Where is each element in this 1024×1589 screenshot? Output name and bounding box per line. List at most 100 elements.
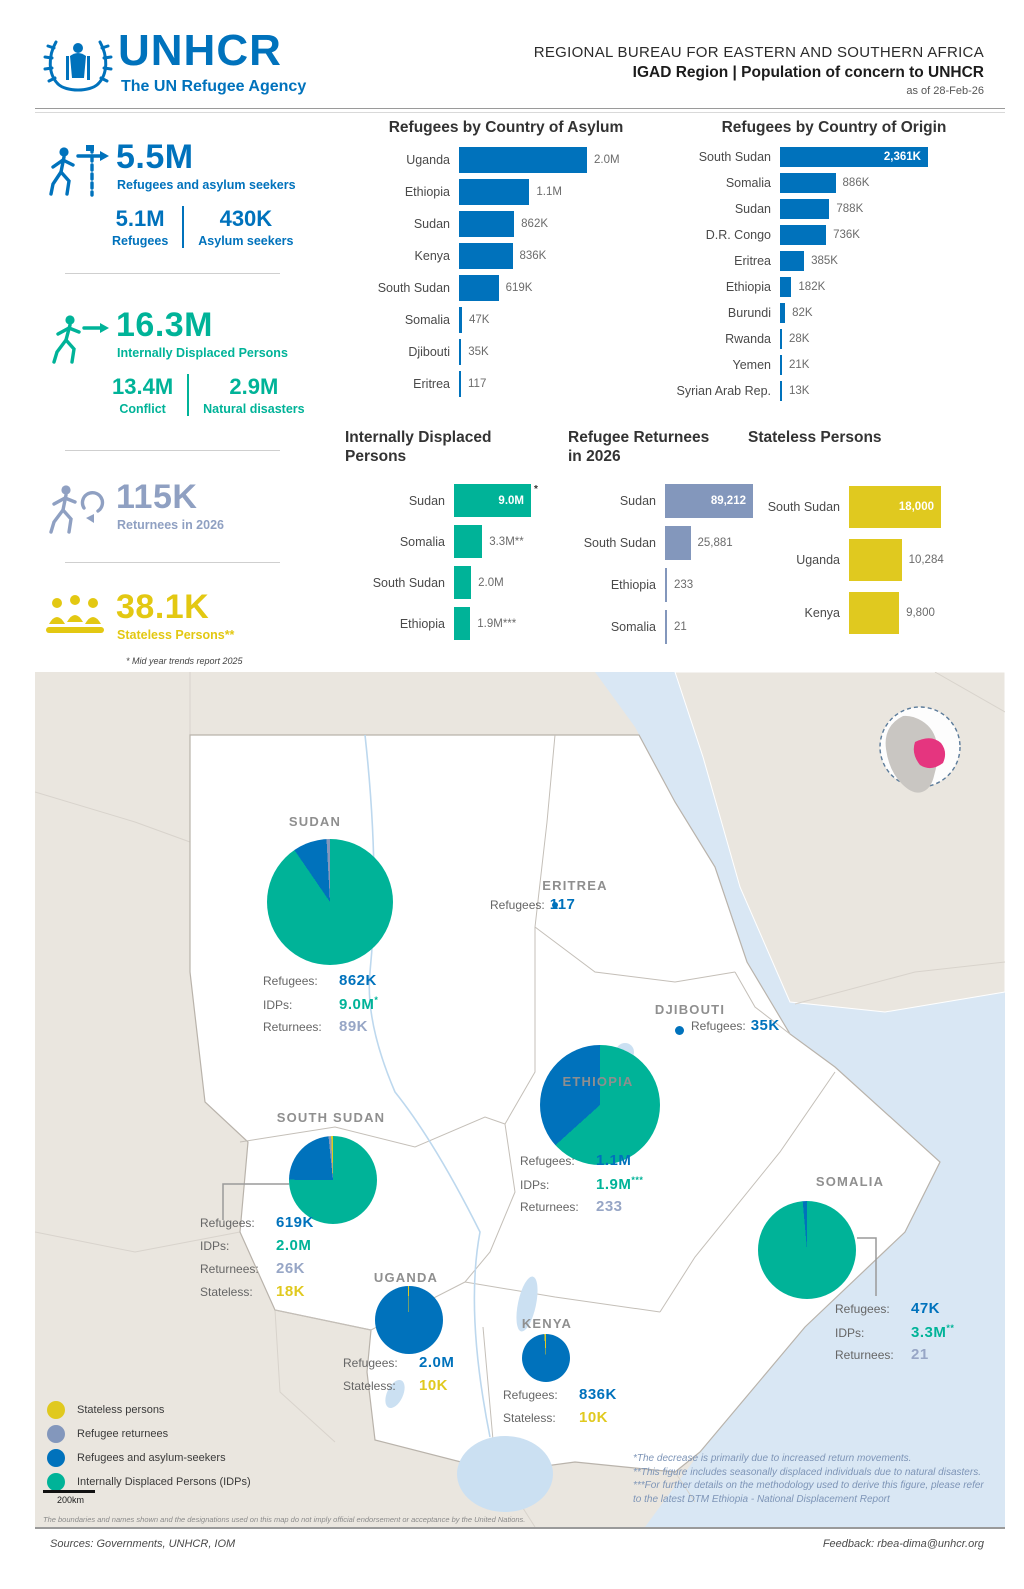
bar [459,275,499,301]
bar-track: 1.1M [459,179,662,205]
bar-track: 2,361K [780,147,1015,167]
callout-row: Stateless: 18K [200,1283,314,1306]
chart-title: Refugees by Country of Asylum [388,119,624,136]
callout-row: Returnees: 26K [200,1260,314,1283]
bureau-title: REGIONAL BUREAU FOR EASTERN AND SOUTHERN… [533,44,984,61]
section-divider [65,450,280,451]
pie-chart-ethiopia [540,1045,660,1165]
feedback-link[interactable]: Feedback: rbea-dima@unhcr.org [822,1538,984,1550]
bar-track: 47K [459,307,662,333]
bar-track: 233 [665,568,768,602]
sources-note: Sources: Governments, UNHCR, IOM [50,1538,236,1550]
callout-sudan: Refugees: 862K IDPs: 9.0M* Returnees: 89K [263,972,378,1041]
country-label-uganda: UGANDA [373,1270,439,1285]
map-legend: Stateless persons Refugee returnees Refuge… [47,1398,251,1494]
callout-key: Refugees: [691,1019,746,1033]
country-label-kenya: KENYA [521,1316,573,1331]
country-label-ethiopia: ETHIOPIA [562,1074,634,1089]
bar-value-footnote-marker: * [534,484,538,495]
bar-value: 1.1M [536,186,562,198]
callout-value: 10K [419,1377,449,1394]
bar [780,173,836,193]
callout-key: Returnees: [835,1348,894,1362]
bar-row: Rwanda 28K [653,326,1015,352]
bar-track: 21 [665,610,768,644]
bar [459,307,462,333]
country-label-sudan: SUDAN [288,814,342,829]
bar [849,538,902,581]
bar-value: 82K [792,307,813,319]
chart-title: Refugee Returnees in 2026 [568,429,710,466]
bar-label: D.R. Congo [705,228,771,242]
section-divider [65,562,280,563]
stat-label: Returnees in 2026 [117,518,224,532]
report-title-block: REGIONAL BUREAU FOR EASTERN AND SOUTHERN… [534,44,984,97]
bar [665,568,667,602]
callout-key: Refugees: [343,1356,398,1370]
bar-value: 21K [789,359,810,371]
bar-row: Kenya 836K [350,240,662,272]
as-of-date: as of 28-Feb-26 [906,85,984,97]
bar-track: 117 [459,371,662,397]
callout-row: Refugees: 117 [490,896,575,919]
country-label-eritrea: ERITREA [542,878,608,893]
bar-label: Sudan [734,202,771,216]
bar: 18,000 [849,485,941,528]
callout-value: 233 [596,1198,623,1215]
stat-label: Refugees and asylum seekers [117,178,296,192]
country-label-south_sudan: SOUTH SUDAN [276,1110,386,1125]
stat-value: 115K [116,478,198,516]
bar-row: Kenya 9,800 [748,586,1010,639]
pie-chart-somalia [758,1201,856,1299]
stat-breakdown: 13.4M Conflict 2.9M Natural disasters [98,374,319,416]
bar-row: Somalia 3.3M** [345,521,565,562]
callout-value: 1.1M [596,1152,632,1169]
bar-track: 862K [459,211,662,237]
callout-key: Refugees: [835,1302,890,1316]
bar-value: 619K [505,282,533,294]
bar [459,243,513,269]
chart-stateless-persons: Stateless Persons South Sudan 18,000 Uganda… [748,428,1010,639]
sub-divider [187,374,190,416]
bar-value: 385K [811,255,838,267]
sub-label: Natural disasters [203,402,305,416]
bar-track: 89,212 [665,484,768,518]
returnee-arrow-icon [48,482,110,541]
bar-track: 619K [459,275,662,301]
bar [454,607,471,640]
callout-row: Refugees: 619K [200,1214,314,1237]
bar-label: Somalia [725,176,771,190]
legend-swatch [47,1401,65,1419]
bar-track: 13K [780,381,1015,401]
bar [459,147,587,173]
bar-value: 35K [468,346,489,358]
bar-row: Uganda 10,284 [748,533,1010,586]
bar-row: Djibouti 35K [350,336,662,368]
callout-key: Stateless: [343,1379,396,1393]
callout-row: IDPs: 9.0M* [263,995,378,1018]
callout-value: 47K [911,1300,941,1317]
legend-label: Refugees and asylum-seekers [77,1452,226,1464]
callout-value: 2.0M [276,1237,312,1254]
callout-value: 26K [276,1260,306,1277]
bar-track: 10,284 [849,538,1010,581]
legend-swatch [47,1449,65,1467]
bar-row: Sudan 788K [653,196,1015,222]
callout-row: IDPs: 3.3M** [835,1323,954,1346]
callout-key: Returnees: [200,1262,259,1276]
bar-row: D.R. Congo 736K [653,222,1015,248]
bar-row: Syrian Arab Rep. 13K [653,378,1015,404]
bar-row: Ethiopia 182K [653,274,1015,300]
globe-inset-icon [879,706,961,793]
legend-item: Refugees and asylum-seekers [47,1446,251,1470]
bar-track: 385K [780,251,1015,271]
bar-track: 1.9M*** [454,607,565,640]
sub-label: Asylum seekers [198,234,294,248]
callout-eritrea: Refugees: 117 [490,896,575,919]
callout-row: Stateless: 10K [343,1377,454,1400]
callout-row: Refugees: 2.0M [343,1354,454,1377]
sub-value: 13.4M [112,374,174,399]
bar: 89,212 [665,484,753,518]
pie-chart-kenya [522,1334,570,1382]
callout-uganda: Refugees: 2.0M Stateless: 10K [343,1354,454,1400]
